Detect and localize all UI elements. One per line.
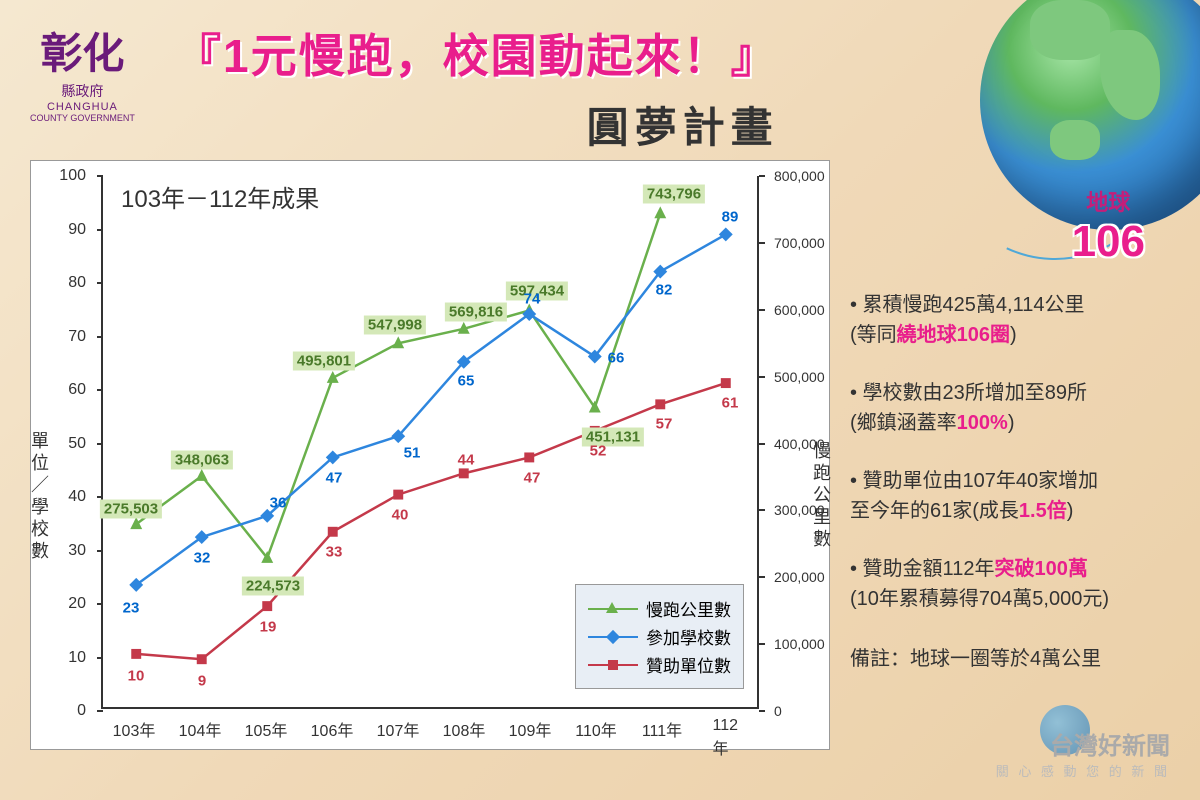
info-bullet: • 贊助金額112年突破100萬(10年累積募得704萬5,000元) xyxy=(850,554,1170,614)
y-left-tick: 90 xyxy=(68,221,86,239)
y-right-tick: 500,000 xyxy=(774,369,825,385)
y-left-tick: 80 xyxy=(68,274,86,292)
gov-logo: 彰化 縣政府 CHANGHUA COUNTY GOVERNMENT xyxy=(30,20,135,123)
x-tick: 107年 xyxy=(377,717,420,741)
title-main: 『1元慢跑，校園動起來！』 xyxy=(175,20,779,86)
data-point-label: 51 xyxy=(404,445,421,462)
logo-text-sub2: CHANGHUA xyxy=(30,101,135,113)
footnote: 備註：地球一圈等於4萬公里 xyxy=(850,642,1170,671)
y-left-tick: 40 xyxy=(68,488,86,506)
data-point-label: 65 xyxy=(458,373,475,390)
data-point-label: 40 xyxy=(392,507,409,524)
data-point-label: 74 xyxy=(524,291,541,308)
y-left-tick: 100 xyxy=(59,167,86,185)
y-right-tick: 200,000 xyxy=(774,569,825,585)
logo-text-main: 彰化 xyxy=(30,20,135,81)
x-tick: 108年 xyxy=(443,717,486,741)
x-tick: 105年 xyxy=(245,717,288,741)
globe-label: 地球 xyxy=(1086,190,1130,215)
x-tick: 104年 xyxy=(179,717,222,741)
info-bullets: • 累積慢跑425萬4,114公里(等同繞地球106圈) • 學校數由23所增加至… xyxy=(850,290,1170,671)
data-point-label: 36 xyxy=(270,495,287,512)
data-point-label: 57 xyxy=(656,416,673,433)
data-point-label: 9 xyxy=(198,672,206,689)
y-left-tick: 60 xyxy=(68,381,86,399)
data-point-label: 66 xyxy=(608,349,625,366)
data-point-label: 348,063 xyxy=(171,451,233,470)
y-right-tick: 400,000 xyxy=(774,436,825,452)
legend-label: 參加學校數 xyxy=(646,624,731,649)
data-point-label: 61 xyxy=(722,394,739,411)
data-point-label: 547,998 xyxy=(364,315,426,334)
y-left-tick: 30 xyxy=(68,542,86,560)
y-right-tick: 100,000 xyxy=(774,636,825,652)
y-left-tick: 10 xyxy=(68,649,86,667)
x-tick: 109年 xyxy=(509,717,552,741)
watermark: 台灣好新聞 關 心 感 動 您 的 新 聞 xyxy=(996,726,1170,780)
y-left-tick: 70 xyxy=(68,328,86,346)
globe-number: 106 xyxy=(1072,217,1145,266)
data-point-label: 82 xyxy=(656,282,673,299)
info-bullet: • 累積慢跑425萬4,114公里(等同繞地球106圈) xyxy=(850,290,1170,350)
data-point-label: 569,816 xyxy=(445,302,507,321)
data-point-label: 47 xyxy=(326,469,343,486)
data-point-label: 52 xyxy=(590,442,607,459)
data-point-label: 47 xyxy=(524,469,541,486)
data-point-label: 44 xyxy=(458,451,475,468)
logo-text-sub3: COUNTY GOVERNMENT xyxy=(30,113,135,123)
data-point-label: 495,801 xyxy=(293,352,355,371)
chart-container: 103年－112年成果 單位／學校數 慢跑公里數 010203040506070… xyxy=(30,160,830,750)
legend-label: 贊助單位數 xyxy=(646,652,731,677)
x-tick: 112年 xyxy=(713,717,744,759)
data-point-label: 23 xyxy=(123,599,140,616)
y-right-tick: 300,000 xyxy=(774,502,825,518)
legend-row: 贊助單位數 xyxy=(588,652,731,677)
x-tick: 103年 xyxy=(113,717,156,741)
info-bullet: • 學校數由23所增加至89所(鄉鎮涵蓋率100%) xyxy=(850,378,1170,438)
x-tick: 110年 xyxy=(575,717,617,741)
data-point-label: 32 xyxy=(194,549,211,566)
y-left-tick: 0 xyxy=(77,702,86,720)
data-point-label: 33 xyxy=(326,544,343,561)
y-right-tick: 800,000 xyxy=(774,168,825,184)
data-point-label: 10 xyxy=(128,667,145,684)
y-left-tick: 20 xyxy=(68,595,86,613)
info-bullet: • 贊助單位由107年40家增加至今年的61家(成長1.5倍) xyxy=(850,466,1170,526)
watermark-main: 台灣好新聞 xyxy=(996,726,1170,761)
data-point-label: 89 xyxy=(722,208,739,225)
globe-badge: 地球 106 xyxy=(1072,185,1145,267)
legend-label: 慢跑公里數 xyxy=(646,596,731,621)
data-point-label: 19 xyxy=(260,619,277,636)
watermark-sub: 關 心 感 動 您 的 新 聞 xyxy=(996,761,1170,780)
legend-row: 參加學校數 xyxy=(588,624,731,649)
y-right-tick: 700,000 xyxy=(774,235,825,251)
legend-row: 慢跑公里數 xyxy=(588,596,731,621)
data-point-label: 224,573 xyxy=(242,576,304,595)
chart-legend: 慢跑公里數參加學校數贊助單位數 xyxy=(575,584,744,689)
y-left-tick: 50 xyxy=(68,435,86,453)
data-point-label: 275,503 xyxy=(100,499,162,518)
x-tick: 106年 xyxy=(311,717,354,741)
title-sub: 圓夢計畫 xyxy=(175,94,779,155)
y-right-tick: 0 xyxy=(774,703,782,719)
data-point-label: 743,796 xyxy=(643,184,705,203)
title-block: 『1元慢跑，校園動起來！』 圓夢計畫 xyxy=(175,20,779,155)
logo-text-sub1: 縣政府 xyxy=(30,81,135,101)
x-tick: 111年 xyxy=(642,717,682,741)
y-right-tick: 600,000 xyxy=(774,302,825,318)
